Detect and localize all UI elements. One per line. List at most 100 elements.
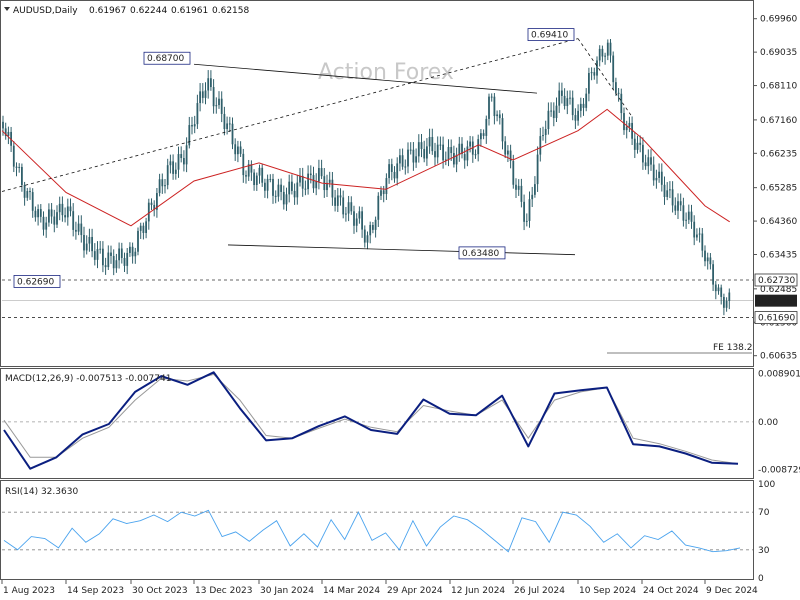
pivot-label-2: 0.63480 bbox=[462, 249, 499, 259]
candle-body-12 bbox=[34, 210, 37, 218]
ohlc-close: 0.62158 bbox=[212, 6, 249, 16]
watermark: Action Forex bbox=[318, 60, 454, 85]
candle-body-112 bbox=[304, 188, 307, 190]
ohlc-open: 0.61967 bbox=[89, 6, 126, 16]
price-tick-label-2: 0.68110 bbox=[760, 82, 797, 92]
candle-body-33 bbox=[91, 236, 93, 252]
candle-body-56 bbox=[153, 204, 156, 210]
candle-body-244 bbox=[660, 171, 663, 185]
candle-body-224 bbox=[606, 42, 609, 56]
candle-body-126 bbox=[342, 197, 345, 215]
candle-body-183 bbox=[496, 114, 498, 117]
candle-body-58 bbox=[158, 179, 161, 194]
candle-body-154 bbox=[417, 142, 420, 157]
candle-body-95 bbox=[258, 167, 261, 176]
candle-body-198 bbox=[536, 154, 539, 185]
candle-body-211 bbox=[571, 97, 574, 116]
candle-body-258 bbox=[698, 233, 701, 235]
candle-body-29 bbox=[80, 223, 83, 236]
candle-body-31 bbox=[85, 243, 88, 251]
level-tag-0 bbox=[754, 273, 798, 287]
candle-body-68 bbox=[185, 145, 188, 165]
candle-body-192 bbox=[520, 185, 523, 202]
candle-body-74 bbox=[201, 91, 204, 98]
candle-body-256 bbox=[693, 221, 696, 238]
candle-body-233 bbox=[631, 122, 633, 139]
candle-body-87 bbox=[237, 146, 239, 155]
candle-body-175 bbox=[474, 154, 477, 156]
rsi-tick-label-1: 70 bbox=[758, 508, 770, 518]
x-tick-label-3: 13 Dec 2023 bbox=[195, 586, 253, 596]
candle-body-152 bbox=[412, 149, 415, 163]
candle-body-21 bbox=[58, 203, 61, 213]
candle-body-46 bbox=[126, 252, 129, 266]
candle-body-22 bbox=[61, 203, 64, 216]
candle-body-264 bbox=[714, 284, 717, 292]
candle-body-51 bbox=[139, 225, 142, 231]
candle-body-32 bbox=[88, 236, 91, 244]
candle-body-113 bbox=[307, 173, 309, 190]
price-tick-label-6: 0.64360 bbox=[760, 217, 797, 227]
candle-body-216 bbox=[585, 93, 588, 108]
candle-body-200 bbox=[542, 135, 544, 137]
macd-tick-label-0: 0.008901 bbox=[758, 369, 800, 379]
macd-tick-label-1: 0.00 bbox=[758, 418, 778, 428]
candle-body-164 bbox=[444, 159, 447, 161]
pivot-label-1: 0.62690 bbox=[17, 277, 54, 287]
candle-body-214 bbox=[579, 103, 582, 111]
candle-body-90 bbox=[245, 175, 247, 177]
x-tick-label-0: 1 Aug 2023 bbox=[3, 586, 55, 596]
candle-body-161 bbox=[436, 144, 439, 158]
candle-body-182 bbox=[493, 96, 496, 117]
candle-body-1 bbox=[4, 128, 7, 136]
candle-body-243 bbox=[658, 171, 660, 178]
candle-body-234 bbox=[633, 138, 636, 150]
candle-body-146 bbox=[396, 163, 399, 179]
candle-body-191 bbox=[517, 185, 520, 190]
candle-body-218 bbox=[590, 72, 593, 74]
level-tag-1 bbox=[754, 311, 798, 324]
moving-average-line bbox=[1, 108, 730, 227]
candle-body-107 bbox=[291, 181, 293, 191]
candle-body-208 bbox=[563, 95, 566, 107]
candle-body-94 bbox=[255, 175, 258, 186]
candle-body-145 bbox=[393, 171, 396, 179]
x-tick-label-9: 10 Sep 2024 bbox=[579, 586, 636, 596]
macd-panel bbox=[0, 368, 754, 479]
price-tick-label-1: 0.69035 bbox=[760, 48, 797, 58]
candle-body-2 bbox=[7, 131, 10, 136]
candle-body-121 bbox=[328, 179, 331, 183]
candle-body-189 bbox=[512, 161, 515, 185]
rising-dotted-line bbox=[1, 38, 579, 192]
candle-body-207 bbox=[561, 90, 563, 96]
candle-body-79 bbox=[215, 105, 218, 107]
candle-body-16 bbox=[45, 222, 48, 230]
candle-body-158 bbox=[428, 136, 431, 147]
candle-body-160 bbox=[434, 151, 436, 158]
current-price-tag bbox=[755, 294, 797, 307]
price-tick-label-0: 0.69960 bbox=[760, 15, 797, 25]
rsi-tick-label-0: 100 bbox=[758, 480, 775, 490]
candle-body-23 bbox=[64, 215, 66, 218]
fe-label: FE 138.2 bbox=[713, 343, 753, 353]
candle-body-241 bbox=[652, 164, 655, 181]
candle-body-186 bbox=[504, 141, 507, 155]
candle-body-59 bbox=[161, 179, 164, 187]
candle-body-132 bbox=[358, 211, 361, 219]
candle-body-4 bbox=[12, 145, 15, 167]
candle-body-159 bbox=[431, 136, 434, 152]
candle-body-179 bbox=[485, 118, 488, 136]
x-tick-label-6: 29 Apr 2024 bbox=[387, 586, 443, 596]
candle-body-267 bbox=[723, 296, 725, 308]
candle-body-85 bbox=[231, 123, 234, 145]
candle-body-206 bbox=[558, 90, 561, 106]
candle-body-20 bbox=[56, 212, 58, 225]
candle-body-25 bbox=[69, 206, 72, 212]
candle-body-92 bbox=[250, 164, 253, 173]
candle-body-151 bbox=[409, 149, 412, 151]
dropdown-triangle-icon[interactable] bbox=[4, 7, 10, 11]
candle-body-136 bbox=[369, 224, 372, 236]
pivot-box-3 bbox=[527, 28, 575, 41]
candle-body-14 bbox=[39, 209, 42, 217]
candle-body-80 bbox=[218, 98, 220, 106]
